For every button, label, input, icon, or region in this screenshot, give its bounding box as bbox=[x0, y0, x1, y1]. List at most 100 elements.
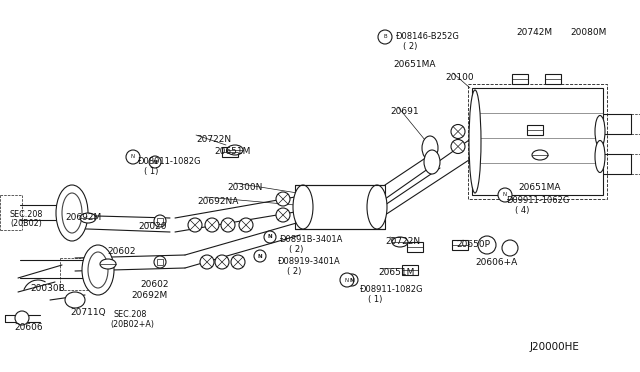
Text: 20692NA: 20692NA bbox=[197, 197, 238, 206]
Text: ( 4): ( 4) bbox=[515, 206, 529, 215]
Text: Ð0891B-3401A: Ð0891B-3401A bbox=[280, 235, 344, 244]
Text: N: N bbox=[345, 278, 349, 282]
Circle shape bbox=[498, 188, 512, 202]
Text: 20030B: 20030B bbox=[30, 284, 65, 293]
Bar bbox=[407, 242, 423, 252]
Bar bbox=[512, 74, 528, 84]
Bar bbox=[527, 125, 543, 135]
Circle shape bbox=[149, 156, 161, 168]
Bar bbox=[222, 147, 238, 157]
Text: 20020: 20020 bbox=[138, 222, 166, 231]
Ellipse shape bbox=[80, 213, 96, 223]
Text: 20602: 20602 bbox=[107, 247, 136, 256]
Circle shape bbox=[239, 218, 253, 232]
Text: SEC.208: SEC.208 bbox=[113, 310, 147, 319]
Circle shape bbox=[188, 218, 202, 232]
Ellipse shape bbox=[595, 115, 605, 148]
Circle shape bbox=[264, 231, 276, 243]
Circle shape bbox=[340, 273, 354, 287]
Ellipse shape bbox=[62, 193, 82, 233]
Text: 20602: 20602 bbox=[140, 280, 168, 289]
Ellipse shape bbox=[65, 292, 85, 308]
Text: 20651MA: 20651MA bbox=[518, 183, 561, 192]
Circle shape bbox=[451, 125, 465, 138]
Ellipse shape bbox=[367, 185, 387, 229]
Ellipse shape bbox=[82, 245, 114, 295]
Text: ( 2): ( 2) bbox=[403, 42, 417, 51]
Text: SEC.208: SEC.208 bbox=[10, 210, 44, 219]
Text: Ð09911-1062G: Ð09911-1062G bbox=[507, 196, 570, 205]
Text: 20742M: 20742M bbox=[516, 28, 552, 37]
Circle shape bbox=[502, 240, 518, 256]
Text: N: N bbox=[153, 160, 157, 164]
Ellipse shape bbox=[227, 145, 243, 155]
Text: 20722N: 20722N bbox=[385, 237, 420, 246]
Bar bbox=[452, 240, 468, 250]
Text: 20650P: 20650P bbox=[456, 240, 490, 249]
Bar bbox=[402, 265, 418, 275]
Text: 20691: 20691 bbox=[390, 107, 419, 116]
Circle shape bbox=[205, 218, 219, 232]
Circle shape bbox=[276, 192, 290, 206]
Text: N: N bbox=[131, 154, 135, 160]
Text: 20100: 20100 bbox=[445, 73, 474, 82]
Text: (20B02+A): (20B02+A) bbox=[110, 320, 154, 329]
Bar bbox=[157, 218, 163, 224]
Circle shape bbox=[346, 274, 358, 286]
Text: 20606+A: 20606+A bbox=[475, 258, 517, 267]
Text: 20692M: 20692M bbox=[131, 291, 167, 300]
Circle shape bbox=[451, 140, 465, 154]
Circle shape bbox=[254, 250, 266, 262]
Text: 20692M: 20692M bbox=[65, 213, 101, 222]
Circle shape bbox=[378, 30, 392, 44]
Text: (20B02): (20B02) bbox=[10, 219, 42, 228]
Circle shape bbox=[221, 218, 235, 232]
Bar bbox=[468, 84, 607, 199]
Text: 20651M: 20651M bbox=[378, 268, 414, 277]
Ellipse shape bbox=[424, 150, 440, 174]
Text: Ð08146-B252G: Ð08146-B252G bbox=[396, 32, 460, 41]
Ellipse shape bbox=[532, 150, 548, 160]
Text: 20080M: 20080M bbox=[570, 28, 606, 37]
Circle shape bbox=[276, 208, 290, 222]
Circle shape bbox=[15, 311, 29, 325]
Ellipse shape bbox=[293, 185, 313, 229]
Ellipse shape bbox=[100, 259, 116, 269]
Circle shape bbox=[154, 256, 166, 268]
Bar bbox=[472, 88, 603, 195]
Text: 20722N: 20722N bbox=[196, 135, 231, 144]
Text: ( 1): ( 1) bbox=[144, 167, 158, 176]
Circle shape bbox=[231, 255, 245, 269]
Text: 20711Q: 20711Q bbox=[70, 308, 106, 317]
Text: 20606: 20606 bbox=[14, 323, 43, 332]
Circle shape bbox=[154, 215, 166, 227]
Text: 20651MA: 20651MA bbox=[393, 60, 435, 69]
Text: 20300N: 20300N bbox=[227, 183, 262, 192]
Text: ( 2): ( 2) bbox=[287, 267, 301, 276]
Text: J20000HE: J20000HE bbox=[530, 342, 580, 352]
Text: N: N bbox=[258, 253, 262, 259]
Text: Ð08919-3401A: Ð08919-3401A bbox=[278, 257, 340, 266]
Ellipse shape bbox=[469, 90, 481, 193]
Text: N: N bbox=[349, 278, 355, 282]
Text: Ð08911-1082G: Ð08911-1082G bbox=[138, 157, 202, 166]
Text: 20651M: 20651M bbox=[214, 147, 250, 156]
Ellipse shape bbox=[88, 252, 108, 288]
Circle shape bbox=[478, 236, 496, 254]
Bar bbox=[545, 74, 561, 84]
Text: ( 2): ( 2) bbox=[289, 245, 303, 254]
Text: ( 1): ( 1) bbox=[368, 295, 382, 304]
Text: Ð08911-1082G: Ð08911-1082G bbox=[360, 285, 424, 294]
Text: B: B bbox=[383, 35, 387, 39]
Bar bbox=[295, 185, 385, 229]
Text: N: N bbox=[503, 192, 507, 198]
Text: N: N bbox=[268, 234, 272, 240]
Circle shape bbox=[215, 255, 229, 269]
Bar bbox=[157, 259, 163, 265]
Ellipse shape bbox=[392, 237, 408, 247]
Ellipse shape bbox=[56, 185, 88, 241]
Ellipse shape bbox=[422, 136, 438, 160]
Circle shape bbox=[200, 255, 214, 269]
Circle shape bbox=[126, 150, 140, 164]
Ellipse shape bbox=[595, 141, 605, 173]
